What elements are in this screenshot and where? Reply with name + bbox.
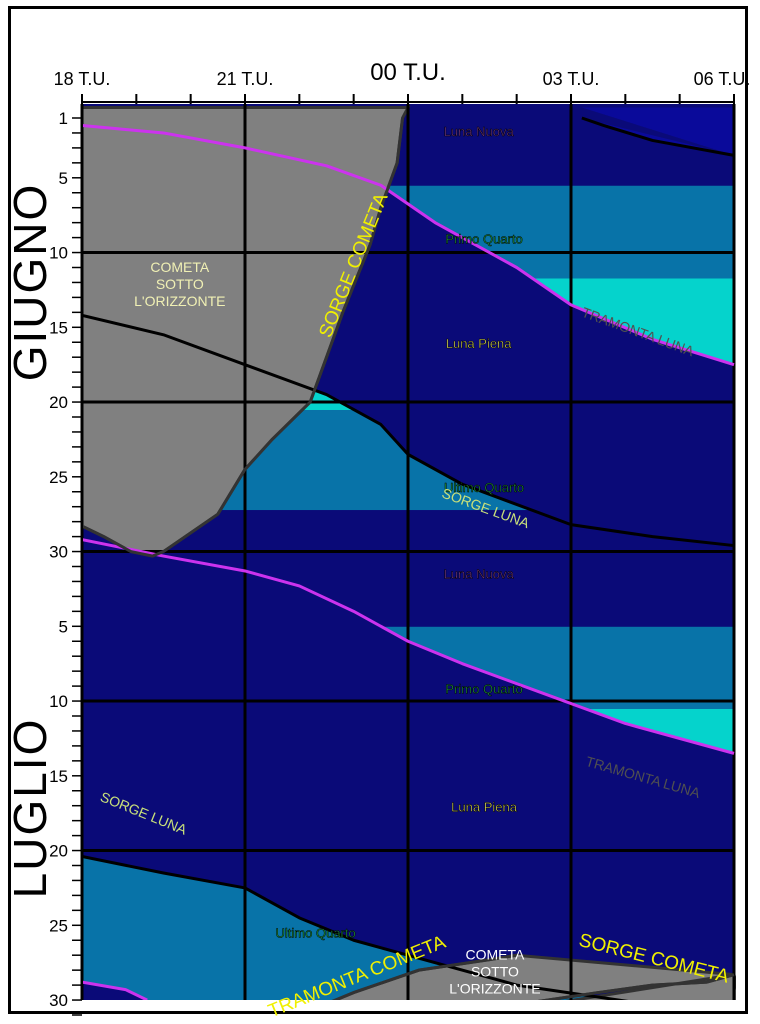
y-tick-label-7: 5 bbox=[59, 617, 68, 636]
series-0-segment-2 bbox=[82, 855, 629, 1000]
x-tick-label-1: 21 T.U. bbox=[217, 69, 274, 89]
region-label-0-line-0: COMETA bbox=[150, 259, 210, 275]
y-tick-label-10: 20 bbox=[49, 842, 68, 861]
x-tick-label-2: 00 T.U. bbox=[370, 59, 446, 86]
region-label-1-line-2: L'ORIZZONTE bbox=[449, 981, 540, 997]
y-tick-label-1: 5 bbox=[59, 169, 68, 188]
y-tick-label-3: 15 bbox=[49, 318, 68, 337]
y-tick-label-5: 25 bbox=[49, 468, 68, 487]
region-label-1-line-0: COMETA bbox=[466, 947, 526, 963]
phase-label-3: Ultimo Quarto bbox=[444, 480, 524, 495]
y-tick-label-9: 15 bbox=[49, 767, 68, 786]
phase-label-5: Primo Quarto bbox=[445, 682, 522, 697]
series-0-segment-0 bbox=[581, 116, 735, 157]
y-tick-label-2: 10 bbox=[49, 244, 68, 263]
chart-frame bbox=[8, 6, 748, 1014]
series-1-segment-1 bbox=[82, 538, 735, 755]
series-1-segment-2 bbox=[82, 980, 148, 1000]
series-1-segment-0 bbox=[82, 123, 735, 367]
region-label-0-line-2: L'ORIZZONTE bbox=[134, 293, 225, 309]
y-tick-label-0: 1 bbox=[59, 109, 68, 128]
series-0-segment-1 bbox=[82, 313, 735, 548]
phase-label-7: Ultimo Quarto bbox=[276, 925, 356, 940]
y-tick-label-8: 10 bbox=[49, 692, 68, 711]
region-label-0-line-1: SOTTO bbox=[156, 276, 204, 292]
series-2-segment-1 bbox=[537, 973, 735, 1000]
y-tick-label-11: 25 bbox=[49, 916, 68, 935]
y-tick-label-12: 30 bbox=[49, 991, 68, 1010]
phase-label-0: Luna Nuova bbox=[444, 124, 515, 139]
phase-label-1: Primo Quarto bbox=[445, 232, 522, 247]
y-tick-label-4: 20 bbox=[49, 393, 68, 412]
month-label-0: GIUGNO bbox=[4, 183, 56, 382]
phase-label-4: Luna Nuova bbox=[444, 566, 515, 581]
phase-label-6: Luna Piena bbox=[451, 800, 518, 815]
moon-down-region-0 bbox=[581, 107, 734, 156]
series-2-segment-0 bbox=[152, 117, 405, 558]
x-tick-label-0: 18 T.U. bbox=[54, 69, 111, 89]
y-tick-label-6: 30 bbox=[49, 543, 68, 562]
x-tick-label-4: 06 T.U. bbox=[694, 69, 751, 89]
series-3-segment-0 bbox=[82, 524, 153, 558]
x-tick-label-3: 03 T.U. bbox=[543, 69, 600, 89]
month-label-1: LUGLIO bbox=[4, 718, 56, 899]
phase-label-2: Luna Piena bbox=[446, 336, 513, 351]
series-3-segment-1 bbox=[331, 953, 517, 1000]
region-label-1-line-1: SOTTO bbox=[471, 964, 519, 980]
